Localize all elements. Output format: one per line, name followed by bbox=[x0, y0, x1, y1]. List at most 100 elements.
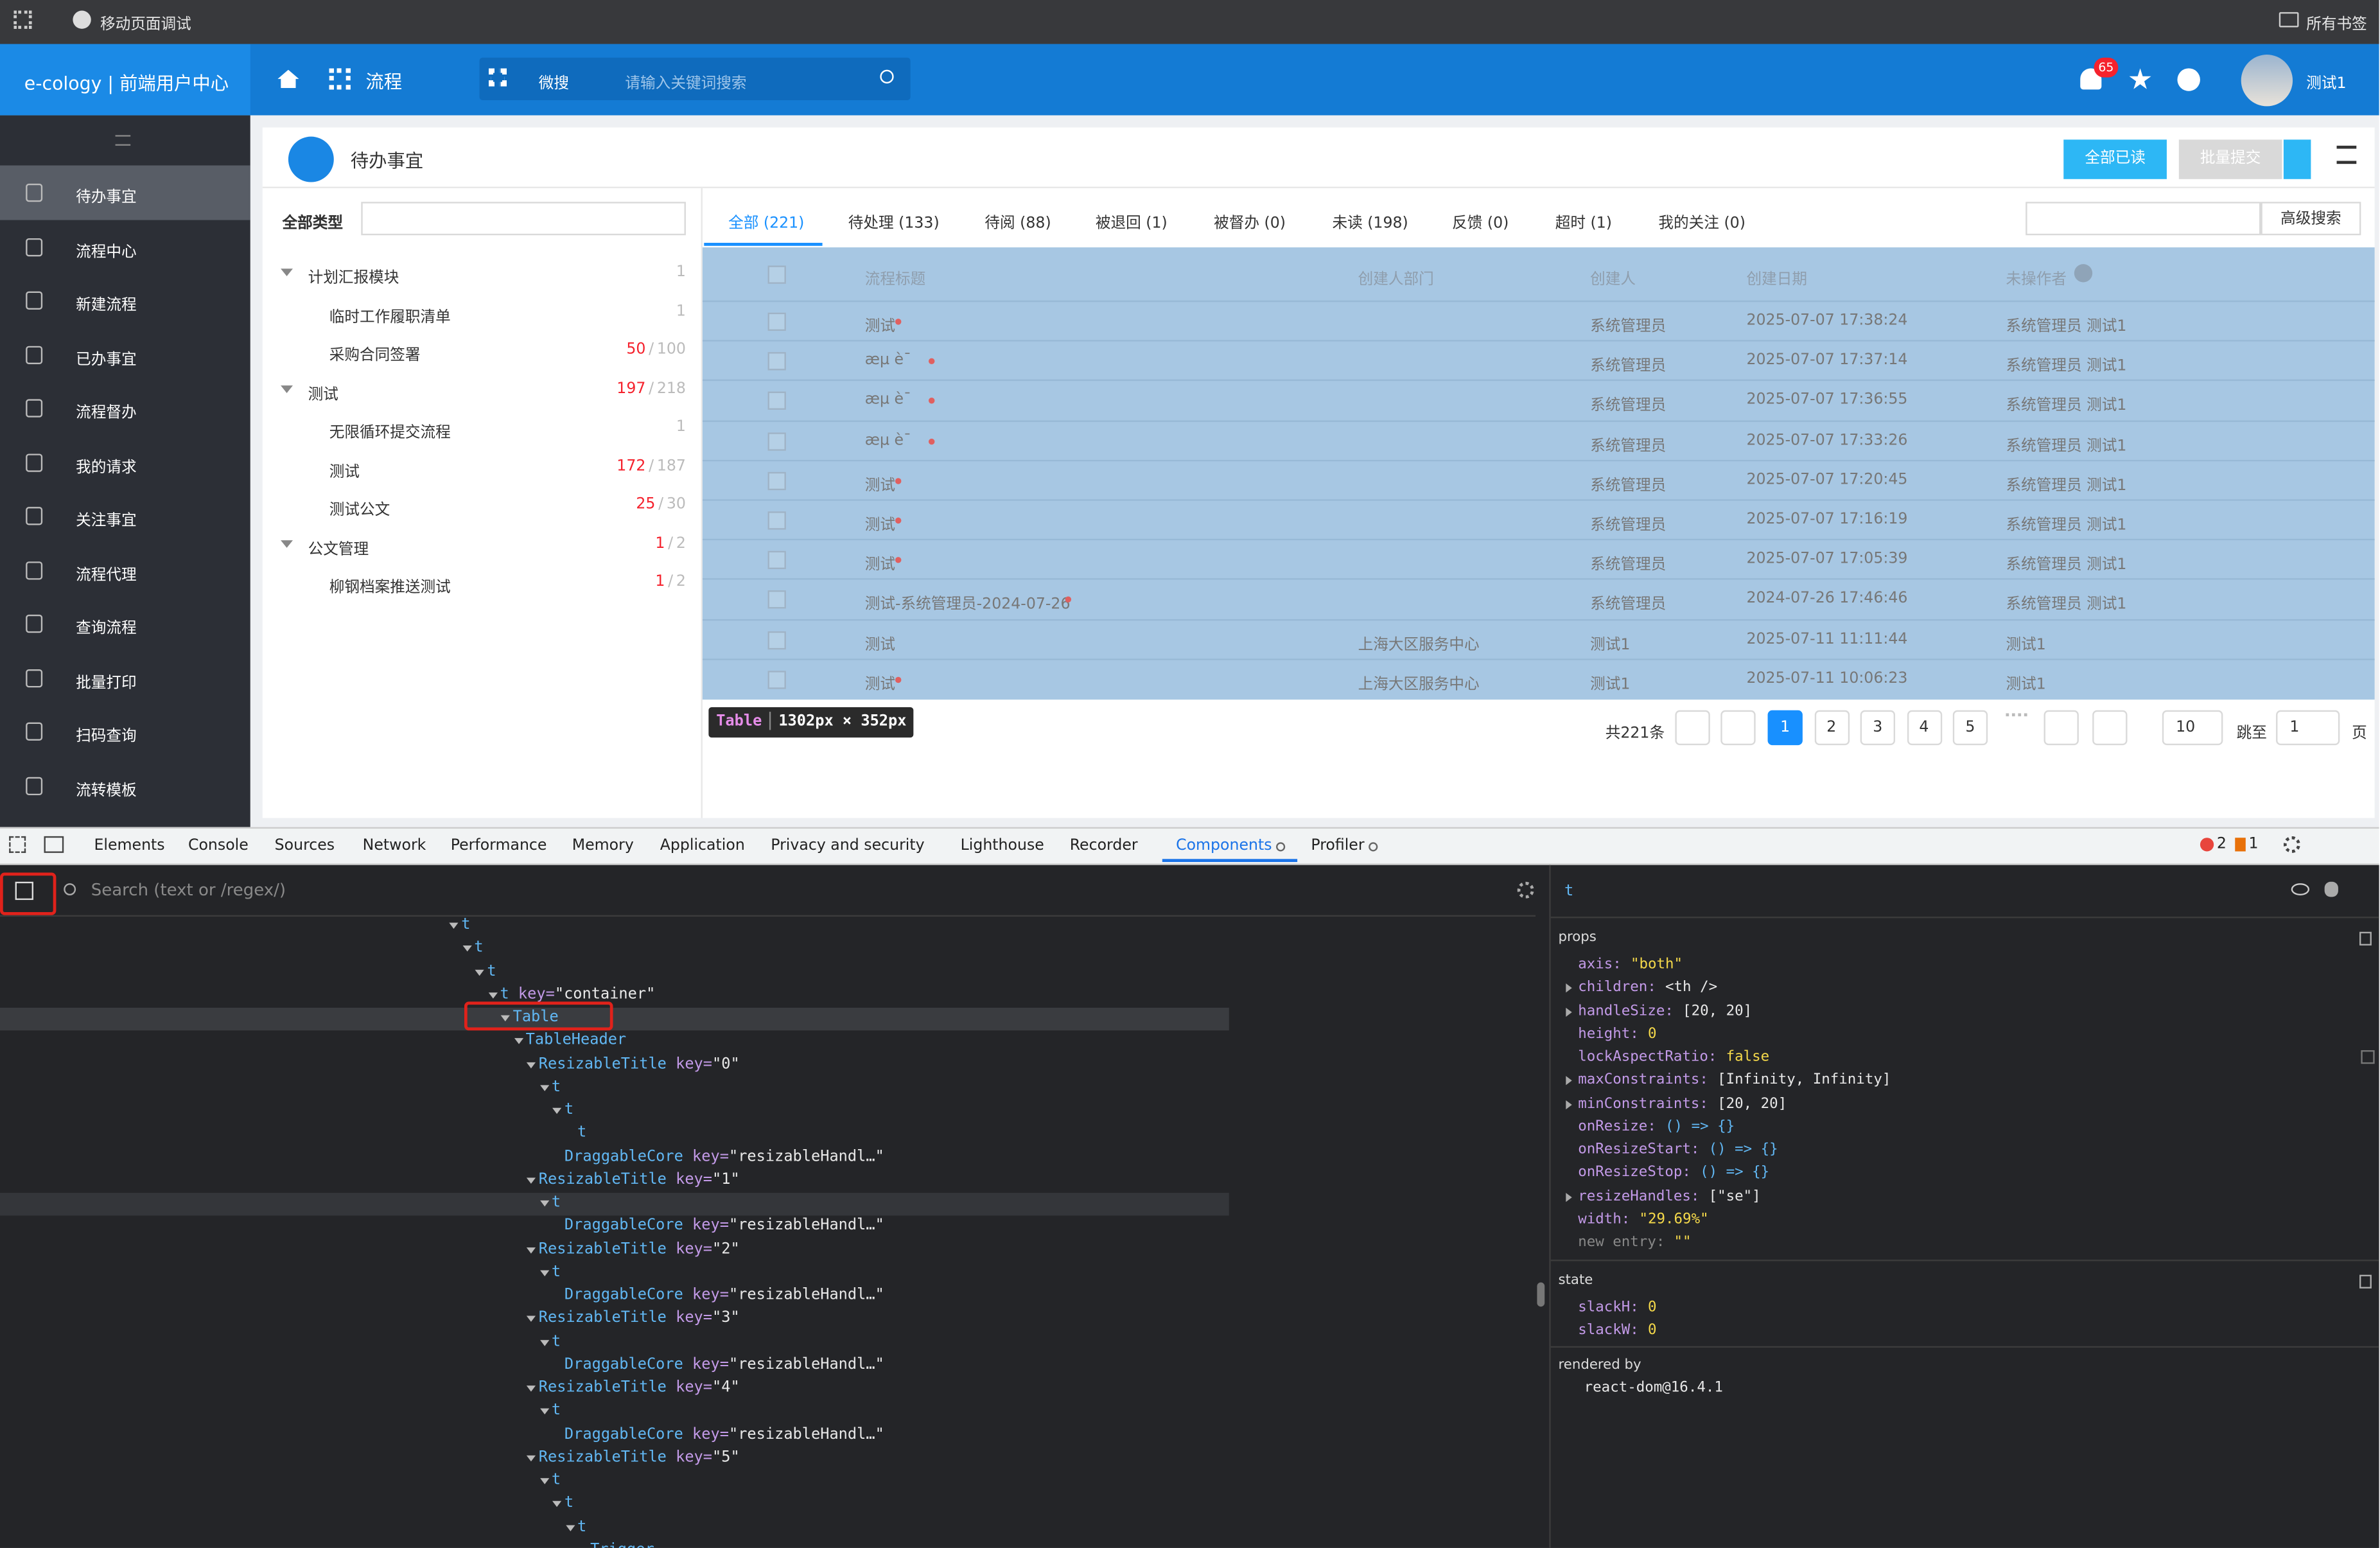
row-checkbox[interactable] bbox=[767, 670, 786, 689]
tree-row[interactable]: t bbox=[552, 1194, 561, 1211]
tree-node[interactable]: 计划汇报模块 bbox=[308, 270, 399, 287]
page-number[interactable]: 4 bbox=[1906, 710, 1942, 746]
sidebar-item[interactable]: 新建流程 bbox=[76, 297, 137, 315]
tree-arrow[interactable] bbox=[526, 1385, 536, 1392]
sidebar-item[interactable]: 待办事宜 bbox=[76, 189, 137, 207]
bug-icon[interactable] bbox=[2324, 881, 2338, 897]
tree-arrow[interactable] bbox=[539, 1200, 549, 1207]
sidebar-item[interactable]: 我的请求 bbox=[76, 459, 137, 476]
tree-arrow[interactable] bbox=[475, 969, 484, 976]
devtools-tab[interactable]: Lighthouse bbox=[960, 838, 1044, 855]
tree-arrow[interactable] bbox=[487, 992, 497, 999]
tree-arrow[interactable] bbox=[526, 1177, 536, 1184]
tree-arrow[interactable] bbox=[565, 1524, 575, 1531]
btn-read-all[interactable]: 全部已读 bbox=[2063, 139, 2167, 179]
rendered-by[interactable]: react-dom@16.4.1 bbox=[1584, 1379, 1723, 1396]
tree-row[interactable]: DraggableCore key="resizableHandl…" bbox=[564, 1357, 884, 1373]
tree-row[interactable]: ResizableTitle key="2" bbox=[539, 1241, 740, 1258]
tree-node[interactable]: 测试 bbox=[308, 386, 338, 403]
tree-row[interactable]: ResizableTitle key="4" bbox=[539, 1380, 740, 1396]
picker-icon[interactable] bbox=[15, 881, 33, 901]
component-search[interactable]: Search (text or /regex/) bbox=[91, 880, 286, 901]
tree-row[interactable]: t bbox=[552, 1333, 561, 1350]
prop-row[interactable]: handleSize: [20, 20] bbox=[1578, 1003, 1752, 1019]
tree-arrow[interactable] bbox=[539, 1409, 549, 1415]
tab[interactable]: 我的关注 (0) bbox=[1658, 215, 1746, 233]
tree-row[interactable]: t bbox=[552, 1472, 561, 1489]
btn-batch[interactable]: 批量提交 bbox=[2178, 139, 2282, 179]
page-number[interactable]: 3 bbox=[1860, 710, 1896, 746]
module[interactable]: 流程 bbox=[365, 71, 403, 93]
prop-row[interactable]: lockAspectRatio: false bbox=[1578, 1049, 1769, 1066]
tree-caret[interactable] bbox=[281, 268, 293, 277]
prop-row[interactable]: width: "29.69%" bbox=[1578, 1211, 1708, 1227]
devtools-tab[interactable]: Sources bbox=[274, 838, 335, 855]
copy-icon[interactable] bbox=[2359, 1274, 2372, 1289]
row-checkbox[interactable] bbox=[767, 352, 786, 371]
search-scope[interactable]: 微搜 bbox=[538, 76, 570, 93]
tab[interactable]: 待处理 (133) bbox=[848, 215, 940, 233]
tree-arrow[interactable] bbox=[513, 1038, 523, 1045]
sidebar-item[interactable]: 批量打印 bbox=[76, 674, 137, 692]
bookmark-title[interactable]: 移动页面调试 bbox=[100, 16, 191, 33]
tree-arrow[interactable] bbox=[552, 1501, 562, 1508]
tree-settings[interactable] bbox=[1517, 881, 1534, 899]
tree-arrow[interactable] bbox=[500, 1015, 510, 1022]
devtools-tab[interactable]: Recorder bbox=[1069, 838, 1138, 855]
prop-row[interactable]: children: <th /> bbox=[1578, 980, 1717, 996]
devtools-tab[interactable]: Privacy and security bbox=[771, 838, 925, 855]
row-checkbox[interactable] bbox=[767, 630, 786, 649]
sidebar-item[interactable]: 流程代理 bbox=[76, 567, 137, 584]
tree-row[interactable]: ResizableTitle key="5" bbox=[539, 1449, 740, 1466]
row-checkbox[interactable] bbox=[767, 511, 786, 530]
sidebar-item[interactable]: 扫码查询 bbox=[76, 728, 137, 746]
tree-row[interactable]: t bbox=[577, 1125, 586, 1141]
row-title[interactable]: æµ è¯ bbox=[864, 392, 911, 409]
devtools-tab[interactable]: Console bbox=[188, 838, 249, 855]
tree-node[interactable]: 临时工作履职清单 bbox=[329, 308, 451, 326]
prop-row[interactable]: onResize: () => {} bbox=[1578, 1118, 1735, 1135]
prop-row[interactable]: onResizeStart: () => {} bbox=[1578, 1141, 1778, 1158]
tree-row[interactable]: DraggableCore key="resizableHandl…" bbox=[564, 1287, 884, 1304]
tree-row[interactable]: DraggableCore key="resizableHandl…" bbox=[564, 1148, 884, 1165]
tab[interactable]: 超时 (1) bbox=[1555, 215, 1612, 233]
tree-arrow[interactable] bbox=[552, 1107, 562, 1114]
row-checkbox[interactable] bbox=[767, 591, 786, 610]
page-first[interactable] bbox=[1675, 710, 1710, 746]
page-number[interactable]: 5 bbox=[1952, 710, 1988, 746]
tree-row[interactable]: DraggableCore key="resizableHandl…" bbox=[564, 1426, 884, 1443]
row-checkbox[interactable] bbox=[767, 471, 786, 490]
row-checkbox[interactable] bbox=[767, 551, 786, 570]
tree-arrow[interactable] bbox=[462, 946, 471, 953]
row-title[interactable]: 测试 bbox=[864, 517, 895, 534]
sidebar-toggle[interactable] bbox=[115, 135, 131, 146]
tree-row[interactable]: t bbox=[474, 940, 483, 956]
sidebar-item[interactable]: 流转模板 bbox=[76, 782, 137, 799]
devtools-tab[interactable]: Application bbox=[660, 838, 745, 855]
user-name[interactable]: 测试1 bbox=[2306, 76, 2347, 93]
page-number[interactable]: 1 bbox=[1767, 710, 1803, 746]
tree-arrow[interactable] bbox=[539, 1084, 549, 1091]
devtools-tab[interactable]: Components bbox=[1176, 838, 1272, 855]
tree-row[interactable]: t bbox=[552, 1403, 561, 1420]
tree-node[interactable]: 测试公文 bbox=[329, 502, 390, 520]
row-title[interactable]: 测试 bbox=[864, 319, 895, 336]
row-title[interactable]: æµ è¯ bbox=[864, 352, 911, 369]
page-number[interactable]: 2 bbox=[1814, 710, 1849, 746]
state-row[interactable]: slackW: 0 bbox=[1578, 1323, 1656, 1339]
sidebar-item[interactable]: 已办事宜 bbox=[76, 351, 137, 368]
row-checkbox[interactable] bbox=[767, 432, 786, 450]
jump-input[interactable]: 1 bbox=[2276, 710, 2340, 746]
tree-row[interactable]: t key="container" bbox=[500, 986, 656, 1003]
tree-row[interactable]: Table bbox=[513, 1009, 559, 1026]
tree-arrow[interactable] bbox=[539, 1269, 549, 1276]
tree-arrow[interactable] bbox=[539, 1478, 549, 1484]
tree-arrow[interactable] bbox=[526, 1455, 536, 1461]
tree-node[interactable]: 公文管理 bbox=[308, 541, 369, 558]
tree-row[interactable]: t bbox=[461, 917, 470, 933]
tree-caret[interactable] bbox=[281, 539, 293, 547]
tab[interactable]: 全部 (221) bbox=[728, 215, 805, 233]
tree-row[interactable]: ResizableTitle key="0" bbox=[539, 1055, 740, 1072]
row-title[interactable]: 测试 bbox=[864, 637, 895, 654]
tree-row[interactable]: TableHeader bbox=[526, 1032, 626, 1049]
